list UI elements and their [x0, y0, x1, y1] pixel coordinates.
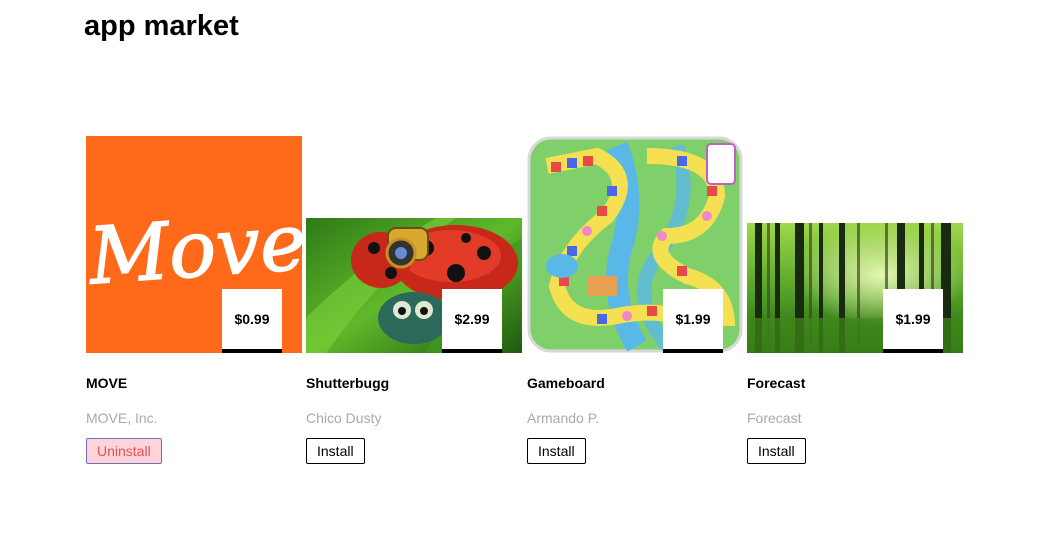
- app-card-move: Move $0.99 MOVE MOVE, Inc. Uninstall: [86, 136, 302, 464]
- install-button[interactable]: Install: [747, 438, 806, 464]
- move-logo-text: Move: [86, 198, 302, 303]
- app-card-gameboard: $1.99 Gameboard Armando P. Install: [527, 136, 743, 464]
- app-developer: Armando P.: [527, 410, 600, 426]
- install-button[interactable]: Install: [306, 438, 365, 464]
- app-image-move[interactable]: Move: [86, 136, 302, 353]
- app-name: Shutterbugg: [306, 375, 390, 391]
- app-card-forecast: $1.99 Forecast Forecast Install: [747, 136, 963, 464]
- app-name: Gameboard: [527, 375, 605, 391]
- price-badge: $0.99: [222, 289, 282, 353]
- app-image-area: Move $0.99: [86, 136, 302, 353]
- app-developer: Forecast: [747, 410, 802, 426]
- app-name: MOVE: [86, 375, 128, 391]
- app-developer: Chico Dusty: [306, 410, 382, 426]
- uninstall-button[interactable]: Uninstall: [86, 438, 162, 464]
- app-image-area: $1.99: [527, 136, 743, 353]
- app-image-area: $1.99: [747, 136, 963, 353]
- app-developer: MOVE, Inc.: [86, 410, 158, 426]
- app-name: Forecast: [747, 375, 806, 391]
- price-badge: $2.99: [442, 289, 502, 353]
- price-badge: $1.99: [663, 289, 723, 353]
- app-image-area: $2.99: [306, 136, 522, 353]
- price-badge: $1.99: [883, 289, 943, 353]
- page-title: app market: [84, 10, 239, 42]
- app-card-shutterbugg: $2.99 Shutterbugg Chico Dusty Install: [306, 136, 522, 464]
- install-button[interactable]: Install: [527, 438, 586, 464]
